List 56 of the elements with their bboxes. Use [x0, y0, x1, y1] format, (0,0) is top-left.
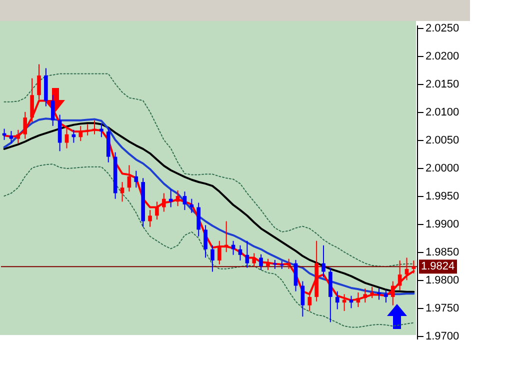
candlestick [252, 252, 256, 268]
candlestick [322, 244, 326, 278]
candlestick [335, 290, 340, 310]
candlestick [182, 191, 187, 211]
candlestick [50, 94, 55, 126]
y-tick-label: 1.9900 [426, 218, 460, 231]
candlestick [78, 125, 83, 142]
y-tick-label: 2.0000 [426, 162, 460, 174]
candlestick [100, 122, 104, 138]
candlestick [245, 240, 250, 268]
candlestick [204, 224, 208, 258]
candlestick [120, 182, 124, 202]
candlestick [294, 259, 298, 292]
candlestick [398, 260, 402, 291]
candlestick [16, 129, 20, 144]
y-tick-label: 1.9850 [426, 246, 460, 259]
candlestick [92, 120, 96, 135]
candlestick [280, 260, 284, 270]
candlestick [196, 202, 200, 237]
candlestick [86, 124, 90, 136]
candlestick [404, 257, 409, 281]
y-tick-label: 1.9750 [426, 302, 460, 315]
y-tick-label: 1.9950 [426, 190, 460, 203]
y-tick-label: 1.9800 [426, 274, 460, 287]
candlestick [238, 244, 242, 261]
y-tick-label: 2.0050 [426, 134, 460, 146]
candlestick [2, 128, 6, 140]
candlestick [127, 164, 132, 192]
candlestick [190, 198, 194, 214]
line-series [4, 164, 414, 328]
y-tick-label: 2.0100 [426, 106, 460, 118]
candlestick [58, 114, 62, 152]
y-tick-label: 2.0250 [426, 22, 460, 34]
candlestick [64, 128, 69, 149]
candlestick [231, 240, 236, 256]
y-tick-label: 2.0150 [426, 78, 460, 90]
y-tick-label: 2.0200 [426, 50, 460, 62]
candlestick [148, 210, 152, 228]
ref-line-label: 1.9824 [421, 260, 455, 273]
candlestick [377, 288, 381, 300]
candlestick [384, 290, 388, 304]
candlestick [9, 130, 14, 144]
candlestick [210, 244, 214, 272]
candlestick [224, 220, 228, 253]
y-tick-label: 1.9700 [426, 330, 460, 343]
candlestick [218, 240, 222, 265]
candlestick [266, 258, 270, 271]
candlestick [259, 254, 263, 271]
candlestick [23, 111, 28, 140]
candlestick [162, 192, 166, 212]
candlestick [176, 190, 180, 207]
line-series [4, 73, 414, 268]
candlestick [370, 286, 374, 299]
candlestick [300, 280, 305, 318]
candlestick [155, 201, 159, 220]
candlestick [134, 170, 138, 188]
